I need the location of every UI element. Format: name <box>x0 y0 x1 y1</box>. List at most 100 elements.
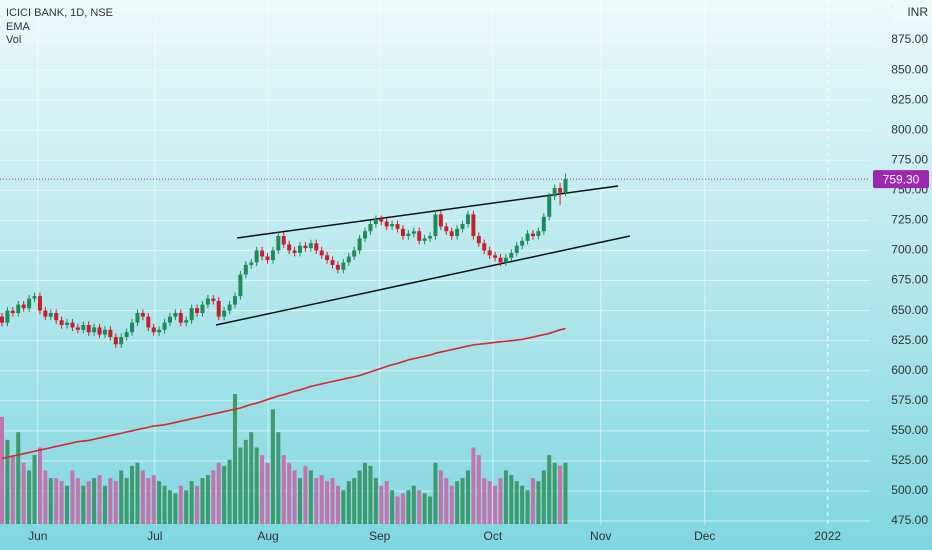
candle-body <box>249 262 254 265</box>
candle-body <box>189 308 194 321</box>
candle-body <box>498 257 503 263</box>
candle-body <box>270 250 275 261</box>
candle-body <box>373 219 378 225</box>
volume-bar <box>465 470 470 524</box>
volume-bar <box>151 475 156 524</box>
volume-bar <box>195 485 200 524</box>
x-tick-label: Dec <box>694 529 715 543</box>
candle-body <box>130 322 135 333</box>
candle-body <box>173 312 178 317</box>
candle-body <box>243 264 248 275</box>
candle-body <box>65 322 70 326</box>
volume-bar <box>254 447 259 524</box>
volume-bar <box>281 455 286 524</box>
candle-body <box>281 236 286 245</box>
volume-bar <box>86 481 91 524</box>
candle-body <box>265 256 270 261</box>
candle-body <box>357 238 362 251</box>
candle-body <box>325 255 330 261</box>
candle-body <box>5 310 10 323</box>
candle-body <box>92 327 97 333</box>
volume-bar <box>37 447 42 524</box>
candle-body <box>541 216 546 232</box>
y-tick-label: 500.00 <box>891 483 928 497</box>
volume-bar <box>330 478 335 524</box>
candle-body <box>514 245 519 253</box>
candle-body <box>119 337 124 345</box>
volume-bar <box>16 432 21 524</box>
currency-label: INR <box>907 5 928 19</box>
volume-bar <box>514 481 519 524</box>
chart-title: ICICI BANK, 1D, NSE <box>6 7 113 19</box>
x-tick-label: Jul <box>147 529 162 543</box>
candle-body <box>438 214 443 227</box>
candle-body <box>0 316 5 323</box>
candle-body <box>184 320 189 323</box>
candle-body <box>205 298 210 305</box>
candle-body <box>211 298 216 301</box>
candle-body <box>21 304 26 309</box>
candle-body <box>525 233 530 241</box>
y-tick-label: 850.00 <box>891 62 928 76</box>
volume-bar <box>503 470 508 524</box>
candle-body <box>227 304 232 311</box>
candle-body <box>547 196 552 217</box>
volume-bar <box>75 478 80 524</box>
candle-body <box>178 312 183 323</box>
candle-body <box>32 296 37 299</box>
volume-bar <box>314 478 319 524</box>
candle-body <box>520 240 525 246</box>
volume-bar <box>379 485 384 524</box>
volume-bar <box>552 462 557 524</box>
volume-bar <box>530 478 535 524</box>
volume-bar <box>536 481 541 524</box>
volume-bar <box>368 465 373 524</box>
candle-body <box>530 233 535 237</box>
volume-bar <box>563 462 568 524</box>
candle-body <box>97 327 102 335</box>
candle-body <box>509 252 514 258</box>
volume-bar <box>270 409 275 524</box>
volume-bar <box>482 478 487 524</box>
candle-body <box>292 250 297 253</box>
candle-body <box>287 244 292 251</box>
candle-body <box>157 329 162 333</box>
y-tick-label: 775.00 <box>891 152 928 166</box>
candle-body <box>503 257 508 263</box>
candle-body <box>536 231 541 237</box>
trend-line <box>215 235 631 326</box>
volume-bar <box>341 490 346 524</box>
volume-bar <box>406 490 411 524</box>
candle-body <box>308 243 313 249</box>
volume-bar <box>363 462 368 524</box>
volume-bar <box>455 481 460 524</box>
volume-bar <box>167 490 172 524</box>
volume-bar <box>32 455 37 524</box>
volume-bar <box>173 493 178 524</box>
indicator-label: EMA <box>6 21 31 33</box>
y-tick-label: 700.00 <box>891 243 928 257</box>
volume-bar <box>113 481 118 524</box>
volume-bar <box>162 485 167 524</box>
volume-bar <box>92 478 97 524</box>
x-tick-label: Aug <box>257 529 278 543</box>
volume-bar <box>493 485 498 524</box>
candle-body <box>476 236 481 244</box>
candle-body <box>352 250 357 257</box>
indicator-label: Vol <box>6 34 21 46</box>
volume-bar <box>438 470 443 524</box>
volume-bar <box>216 462 221 524</box>
y-tick-label: 625.00 <box>891 333 928 347</box>
candle-body <box>260 250 265 257</box>
volume-bar <box>520 485 525 524</box>
volume-bar <box>558 465 563 524</box>
candle-body <box>37 296 42 311</box>
volume-bar <box>227 459 232 524</box>
y-tick-label: 825.00 <box>891 92 928 106</box>
volume-bar <box>287 462 292 524</box>
volume-bar <box>200 478 205 524</box>
candle-body <box>552 187 557 197</box>
x-tick-label: Sep <box>369 529 391 543</box>
candle-body <box>232 296 237 305</box>
